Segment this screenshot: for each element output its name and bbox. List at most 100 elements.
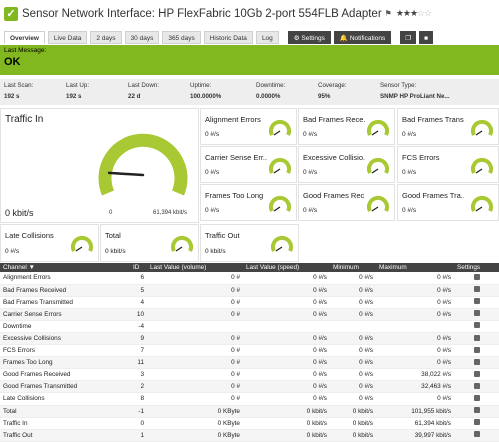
pause-icon[interactable]: ■ xyxy=(419,31,433,44)
table-row[interactable]: Traffic Out 1 0 KByte 0 kbit/s 0 kbit/s 39,99… xyxy=(0,429,499,442)
table-cell: 5 xyxy=(130,284,147,297)
table-cell: Frames Too Long xyxy=(0,356,130,370)
mini-gauge-panel[interactable]: Total 0 kbit/s xyxy=(100,224,199,262)
panel-value: 0 #/s xyxy=(205,169,220,176)
tab-live-data[interactable]: Live Data xyxy=(47,31,88,44)
mini-gauge-panel[interactable]: Bad Frames Trans... 0 #/s xyxy=(397,108,499,145)
table-cell: 0 #/s xyxy=(243,272,330,285)
panel-value: 0 kbit/s xyxy=(105,248,126,255)
stat-value: 192 s xyxy=(66,93,82,100)
table-cell: 0 # xyxy=(147,284,243,297)
mini-gauge xyxy=(367,119,389,136)
gear-icon[interactable] xyxy=(473,286,480,293)
gear-icon[interactable] xyxy=(473,334,480,341)
table-row[interactable]: Good Frames Received 3 0 #0 #/s 0 #/s 38,022… xyxy=(0,368,499,382)
mini-gauge-panel[interactable]: Frames Too Long 0 #/s xyxy=(200,184,297,221)
col-id[interactable]: ID xyxy=(130,263,147,272)
mini-gauge-panel[interactable]: Good Frames Tra... 0 #/s xyxy=(397,184,499,221)
table-row[interactable]: Alignment Errors 6 0 #0 #/s 0 #/s 0 #/s xyxy=(0,272,499,285)
table-cell: Total xyxy=(0,405,130,418)
gear-icon[interactable] xyxy=(473,419,480,426)
gear-icon[interactable] xyxy=(473,322,480,329)
table-cell: 0 kbit/s xyxy=(243,405,330,418)
table-row[interactable]: Good Frames Transmitted 2 0 #0 #/s 0 #/s 32,… xyxy=(0,380,499,394)
col-last-speed[interactable]: Last Value (speed) xyxy=(243,263,330,272)
mini-gauge xyxy=(471,195,493,212)
tab-2-days[interactable]: 2 days xyxy=(90,31,122,44)
mini-gauge-panel[interactable]: FCS Errors 0 #/s xyxy=(397,146,499,183)
col-minimum[interactable]: Minimum xyxy=(330,263,376,272)
mini-gauge-panel[interactable]: Alignment Errors 0 #/s xyxy=(200,108,297,145)
panel-title: Good Frames Rec... xyxy=(303,191,365,200)
settings-cell xyxy=(454,368,499,382)
mini-gauge xyxy=(171,235,193,252)
table-row[interactable]: Downtime -4 xyxy=(0,320,499,333)
table-cell: Alignment Errors xyxy=(0,272,130,285)
settings-cell xyxy=(454,284,499,297)
table-cell: 0 #/s xyxy=(243,296,330,309)
gear-icon[interactable] xyxy=(473,346,480,353)
mini-gauge-panel[interactable]: Excessive Collisio... 0 #/s xyxy=(298,146,395,183)
table-cell: 0 #/s xyxy=(376,272,454,285)
table-row[interactable]: Traffic In 0 0 KByte 0 kbit/s 0 kbit/s 61,394… xyxy=(0,417,499,430)
gear-icon[interactable] xyxy=(473,407,480,414)
mini-gauge xyxy=(269,157,291,174)
priority-stars-filled: ★★★ xyxy=(395,8,418,18)
table-cell: 101,955 kbit/s xyxy=(376,405,454,418)
priority-stars[interactable]: ★★★☆☆ xyxy=(395,8,432,19)
tab-settings[interactable]: ⚙ Settings xyxy=(287,31,331,44)
gear-icon[interactable] xyxy=(473,358,480,365)
col-channel[interactable]: Channel ▼ xyxy=(0,263,130,272)
mini-gauge-panel[interactable]: Late Collisions 0 #/s xyxy=(0,224,99,262)
tab-365-days[interactable]: 365 days xyxy=(162,31,201,44)
table-row[interactable]: Total -1 0 KByte 0 kbit/s 0 kbit/s 101,955 kb… xyxy=(0,405,499,418)
table-row[interactable]: Excessive Collisions 9 0 #0 #/s 0 #/s 0 #/s xyxy=(0,332,499,346)
gear-icon[interactable] xyxy=(473,382,480,389)
col-last-volume[interactable]: Last Value (volume) xyxy=(147,263,243,272)
tab-30-days[interactable]: 30 days xyxy=(124,31,160,44)
mini-gauge-needle xyxy=(475,168,483,174)
settings-cell xyxy=(454,392,499,406)
mini-gauge-arc xyxy=(471,119,493,136)
table-cell: 11 xyxy=(130,356,147,370)
table-row[interactable]: Frames Too Long 11 0 #0 #/s 0 #/s 0 #/s xyxy=(0,356,499,370)
gear-icon[interactable] xyxy=(473,298,480,305)
clone-icon[interactable]: ❐ xyxy=(400,31,417,44)
mini-gauge-panel[interactable]: Bad Frames Rece... 0 #/s xyxy=(298,108,395,145)
gear-icon[interactable] xyxy=(473,273,480,280)
mini-gauge xyxy=(71,235,93,252)
panel-title: Excessive Collisio... xyxy=(303,153,365,162)
table-cell: 0 # xyxy=(147,296,243,309)
mini-gauge-arc xyxy=(171,235,193,252)
panel-value: 0 #/s xyxy=(402,169,417,176)
table-cell: 1 xyxy=(130,429,147,442)
table-row[interactable]: FCS Errors 7 0 #0 #/s 0 #/s 0 #/s xyxy=(0,344,499,358)
table-row[interactable]: Carrier Sense Errors 10 0 #0 #/s 0 #/s 0 #/s xyxy=(0,308,499,321)
gear-icon[interactable] xyxy=(473,431,480,438)
table-cell: -4 xyxy=(130,320,147,333)
table-cell xyxy=(147,320,243,333)
table-cell: 0 #/s xyxy=(376,356,454,370)
traffic-in-gauge-panel[interactable]: Traffic In 0 61,394 kbit/s 0 kbit/s xyxy=(0,108,199,223)
col-maximum[interactable]: Maximum xyxy=(376,263,454,272)
table-cell: 0 #/s xyxy=(243,344,330,358)
tab-historic-data[interactable]: Historic Data xyxy=(203,31,253,44)
tab-notifications[interactable]: 🔔 Notifications xyxy=(333,31,392,44)
table-row[interactable]: Bad Frames Received 5 0 #0 #/s 0 #/s 0 #/s xyxy=(0,284,499,297)
mini-gauge-panel[interactable]: Carrier Sense Err... 0 #/s xyxy=(200,146,297,183)
tab-overview[interactable]: Overview xyxy=(4,31,45,44)
settings-cell xyxy=(454,296,499,309)
tab-log[interactable]: Log xyxy=(255,31,279,44)
settings-cell xyxy=(454,417,499,430)
table-cell: 3 xyxy=(130,368,147,382)
gear-icon[interactable] xyxy=(473,310,480,317)
panel-value: 0 #/s xyxy=(303,207,318,214)
table-row[interactable]: Bad Frames Transmitted 4 0 #0 #/s 0 #/s 0 #/… xyxy=(0,296,499,309)
mini-gauge-arc xyxy=(367,119,389,136)
table-row[interactable]: Late Collisions 8 0 #0 #/s 0 #/s 0 #/s xyxy=(0,392,499,406)
mini-gauge-panel[interactable]: Traffic Out 0 kbit/s xyxy=(200,224,299,262)
flag-icon[interactable]: ⚑ xyxy=(384,9,392,18)
mini-gauge-panel[interactable]: Good Frames Rec... 0 #/s xyxy=(298,184,395,221)
gear-icon[interactable] xyxy=(473,394,480,401)
gear-icon[interactable] xyxy=(473,370,480,377)
